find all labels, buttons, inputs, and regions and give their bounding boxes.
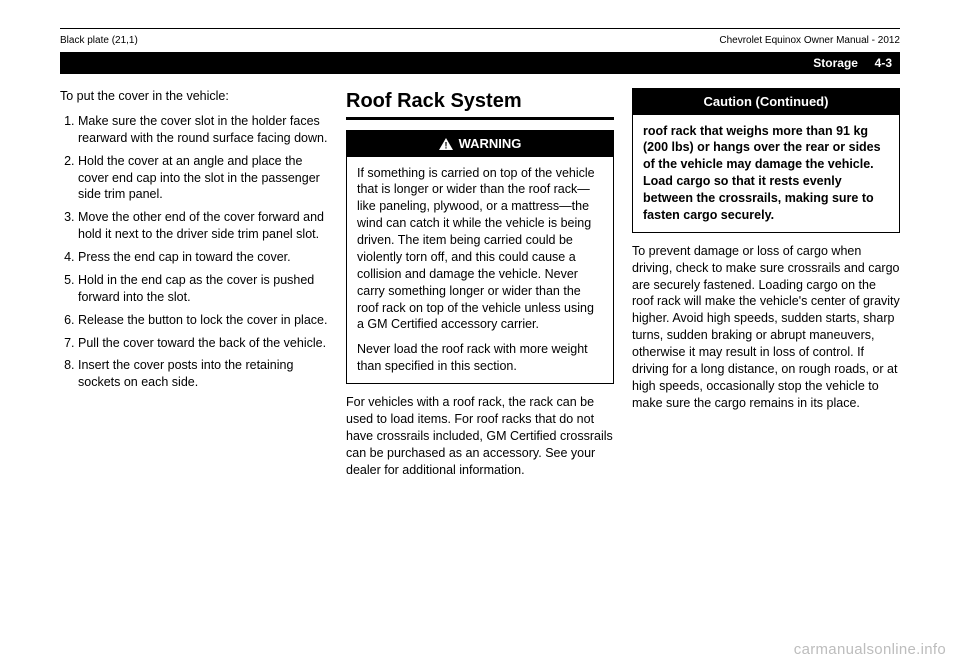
manual-page: Black plate (21,1) Chevrolet Equinox Own… [0,0,960,672]
warning-para: If something is carried on top of the ve… [357,165,603,334]
list-item: Make sure the cover slot in the holder f… [78,113,328,147]
content-columns: To put the cover in the vehicle: Make su… [60,88,900,486]
list-item: Insert the cover posts into the retainin… [78,357,328,391]
section-heading: Roof Rack System [346,88,614,120]
col1-steps: Make sure the cover slot in the holder f… [60,113,328,391]
svg-text:!: ! [444,140,447,150]
warning-label: WARNING [459,135,522,153]
chapter-title: Storage [813,56,858,70]
col1-intro: To put the cover in the vehicle: [60,88,328,105]
caution-continued-box: Caution (Continued) roof rack that weigh… [632,88,900,233]
col2-body: For vehicles with a roof rack, the rack … [346,394,614,478]
header-right: Chevrolet Equinox Owner Manual - 2012 [719,35,900,46]
list-item: Hold the cover at an angle and place the… [78,153,328,204]
chapter-bar: Storage 4-3 [60,52,900,74]
header-left: Black plate (21,1) [60,35,138,46]
page-number: 4-3 [875,56,892,70]
header-row: Black plate (21,1) Chevrolet Equinox Own… [60,35,900,46]
header-rule [60,28,900,29]
warning-body: If something is carried on top of the ve… [347,157,613,384]
column-2: Roof Rack System ! WARNING If something … [346,88,614,486]
column-1: To put the cover in the vehicle: Make su… [60,88,328,486]
list-item: Move the other end of the cover forward … [78,209,328,243]
warning-box: ! WARNING If something is carried on top… [346,130,614,384]
caution-continued-header: Caution (Continued) [633,89,899,115]
warning-para: Never load the roof rack with more weigh… [357,341,603,375]
list-item: Hold in the end cap as the cover is push… [78,272,328,306]
list-item: Press the end cap in toward the cover. [78,249,328,266]
col3-body: To prevent damage or loss of cargo when … [632,243,900,412]
column-3: Caution (Continued) roof rack that weigh… [632,88,900,486]
warning-header: ! WARNING [347,131,613,157]
warning-triangle-icon: ! [439,138,453,150]
list-item: Release the button to lock the cover in … [78,312,328,329]
list-item: Pull the cover toward the back of the ve… [78,335,328,352]
caution-continued-body: roof rack that weighs more than 91 kg (2… [633,115,899,232]
watermark: carmanualsonline.info [794,641,946,658]
